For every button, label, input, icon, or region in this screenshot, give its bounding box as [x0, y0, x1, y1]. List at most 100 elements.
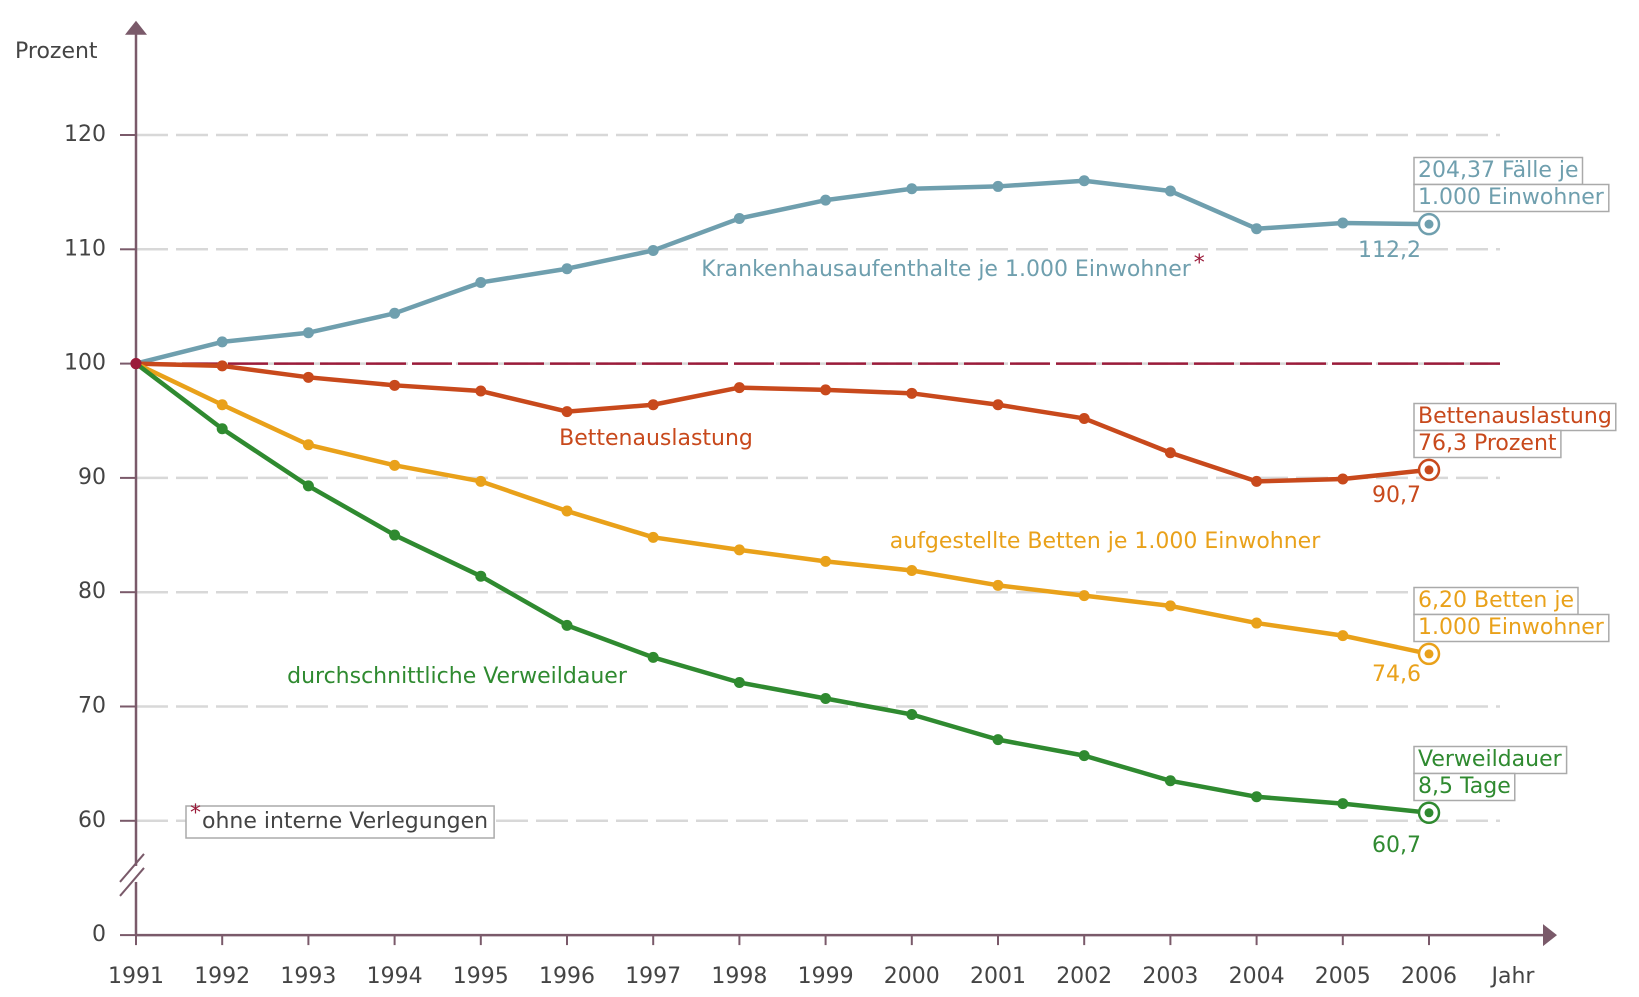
point	[389, 529, 401, 541]
point	[389, 459, 401, 471]
x-axis-label: Jahr	[1490, 964, 1536, 989]
series-label: Krankenhausaufenthalte je 1.000 Einwohne…	[701, 257, 1192, 282]
series-label: durchschnittliche Verweildauer	[287, 664, 628, 689]
point	[992, 180, 1004, 192]
end-point	[1424, 219, 1434, 229]
value-label: 90,7	[1372, 483, 1421, 508]
point	[733, 544, 745, 556]
end-point	[1424, 649, 1434, 659]
point	[992, 579, 1004, 591]
point	[389, 379, 401, 391]
x-tick-label: 1998	[711, 964, 767, 989]
point	[733, 212, 745, 224]
point	[302, 480, 314, 492]
y-tick-label: 80	[78, 579, 106, 604]
note-text: 204,37 Fälle je	[1418, 158, 1579, 183]
series-line	[135, 361, 1430, 484]
point	[647, 244, 659, 256]
point	[216, 423, 228, 435]
point	[1164, 447, 1176, 459]
x-tick-label: 2003	[1142, 964, 1198, 989]
point	[475, 570, 487, 582]
note: 204,37 Fälle je1.000 Einwohner	[1413, 156, 1610, 213]
point	[475, 276, 487, 288]
note-box	[1413, 429, 1562, 459]
point	[906, 709, 918, 721]
point	[130, 358, 142, 370]
point	[733, 676, 745, 688]
point	[561, 619, 573, 631]
note-box	[1413, 156, 1584, 186]
point	[1078, 750, 1090, 762]
series-line	[135, 361, 1430, 657]
y-tick-label: 110	[64, 236, 106, 261]
x-axis-arrow	[1543, 924, 1557, 947]
note-box	[1413, 613, 1610, 643]
y-axis-label: Prozent	[15, 39, 98, 64]
point	[1078, 175, 1090, 187]
point	[906, 183, 918, 195]
x-tick-label: 2005	[1315, 964, 1371, 989]
point	[1078, 412, 1090, 424]
footnote-marker: *	[190, 801, 201, 826]
x-tick-label: 1996	[539, 964, 595, 989]
point	[1251, 223, 1263, 235]
note-text: 1.000 Einwohner	[1418, 615, 1605, 640]
y-tick-label: 120	[64, 122, 106, 147]
point	[1337, 473, 1349, 485]
point	[820, 384, 832, 396]
axis-break	[119, 853, 145, 883]
y-tick-label: 60	[78, 808, 106, 833]
point	[647, 651, 659, 663]
y-tick-label: 100	[64, 351, 106, 376]
y-tick-label: 90	[78, 465, 106, 490]
point	[561, 406, 573, 418]
point	[561, 263, 573, 275]
point	[475, 475, 487, 487]
x-tick-label: 1992	[194, 964, 250, 989]
point	[733, 382, 745, 394]
x-tick-label: 1997	[625, 964, 681, 989]
x-tick-label: 2000	[884, 964, 940, 989]
axis-break-gap	[128, 865, 144, 882]
note-box	[1413, 772, 1516, 802]
point	[1164, 775, 1176, 787]
value-label: 60,7	[1372, 833, 1421, 858]
point	[1337, 798, 1349, 810]
y-tick-label: 0	[92, 922, 106, 947]
note-box	[1413, 183, 1610, 213]
point	[1078, 590, 1090, 602]
point	[561, 505, 573, 517]
value-label: 112,2	[1358, 238, 1421, 263]
x-tick-label: 1994	[367, 964, 423, 989]
point	[1337, 217, 1349, 229]
point	[302, 439, 314, 451]
note-text: 1.000 Einwohner	[1418, 185, 1605, 210]
x-tick-label: 1993	[280, 964, 336, 989]
point	[216, 399, 228, 411]
point	[1337, 630, 1349, 642]
x-tick-label: 2006	[1401, 964, 1457, 989]
series-label-marker: *	[1194, 251, 1205, 276]
series-label: Bettenauslastung	[559, 426, 753, 451]
point	[820, 692, 832, 704]
x-tick-label: 1995	[453, 964, 509, 989]
note-text: 8,5 Tage	[1418, 774, 1511, 799]
series-label: aufgestellte Betten je 1.000 Einwohner	[890, 529, 1321, 554]
axis-break	[119, 867, 145, 897]
value-label: 74,6	[1372, 662, 1421, 687]
note-text: Verweildauer	[1418, 747, 1563, 772]
end-point	[1424, 808, 1434, 818]
series-line	[135, 178, 1430, 366]
footnote-text: ohne interne Verlegungen	[202, 809, 488, 834]
point	[216, 360, 228, 372]
point	[1164, 185, 1176, 197]
point	[1251, 791, 1263, 803]
point	[906, 387, 918, 399]
series-line	[134, 361, 1430, 816]
point	[906, 564, 918, 576]
note-text: Bettenauslastung	[1418, 404, 1612, 429]
